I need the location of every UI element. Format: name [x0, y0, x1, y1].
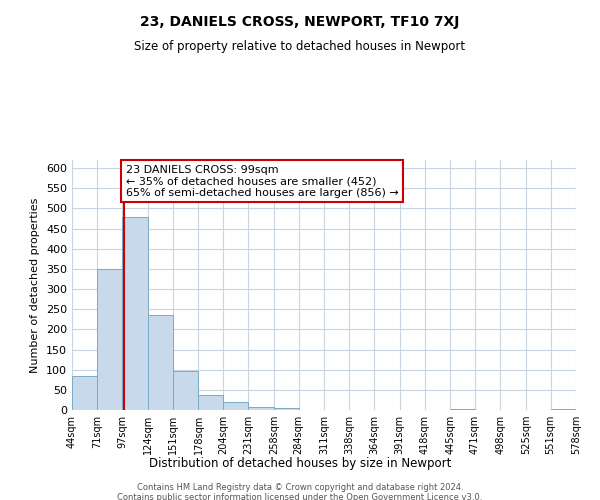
Text: Distribution of detached houses by size in Newport: Distribution of detached houses by size … [149, 458, 451, 470]
Text: Size of property relative to detached houses in Newport: Size of property relative to detached ho… [134, 40, 466, 53]
Bar [72, 376, 97, 410]
Text: 23 DANIELS CROSS: 99sqm
← 35% of detached houses are smaller (452)
65% of semi-d: 23 DANIELS CROSS: 99sqm ← 35% of detache… [126, 165, 398, 198]
Bar [148, 315, 173, 410]
Y-axis label: Number of detached properties: Number of detached properties [31, 198, 40, 372]
Bar [122, 218, 148, 410]
Text: Contains HM Land Registry data © Crown copyright and database right 2024.: Contains HM Land Registry data © Crown c… [137, 482, 463, 492]
Bar [274, 408, 299, 410]
Bar [173, 371, 199, 410]
Bar [451, 409, 475, 410]
Bar [551, 409, 576, 410]
Bar [223, 402, 248, 410]
Text: Contains public sector information licensed under the Open Government Licence v3: Contains public sector information licen… [118, 492, 482, 500]
Bar [199, 395, 223, 410]
Bar [97, 269, 122, 410]
Text: 23, DANIELS CROSS, NEWPORT, TF10 7XJ: 23, DANIELS CROSS, NEWPORT, TF10 7XJ [140, 15, 460, 29]
Bar [248, 407, 274, 410]
